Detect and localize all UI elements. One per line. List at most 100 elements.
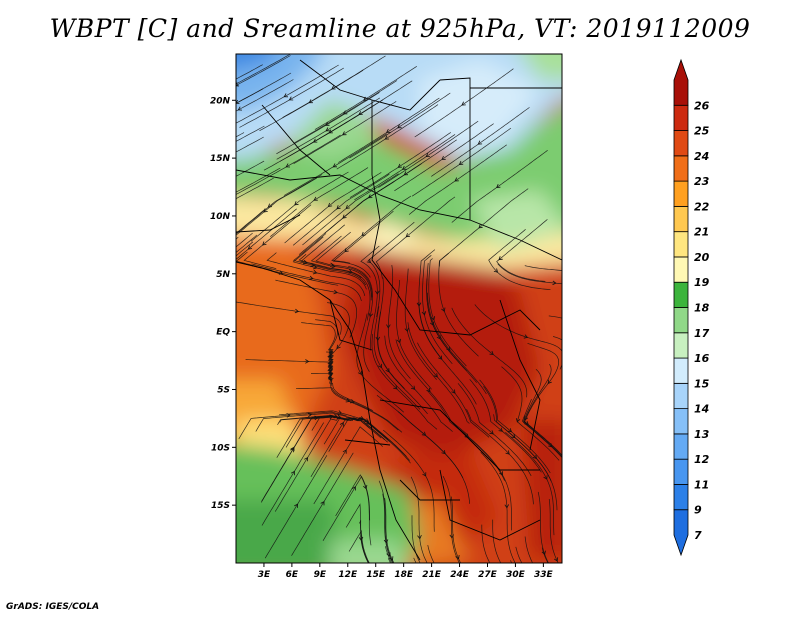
streamline (315, 231, 373, 298)
streamline-arrow (478, 224, 483, 229)
streamline-arrow (489, 350, 494, 355)
streamline (279, 415, 388, 443)
streamline-arrow (337, 414, 342, 420)
streamline (354, 134, 456, 201)
y-tick-label: 15N (210, 154, 231, 164)
streamline (360, 245, 380, 351)
streamline-arrow (385, 368, 390, 373)
streamline (375, 196, 456, 279)
streamline (275, 279, 358, 338)
streamline (492, 519, 502, 563)
colorbar-swatch (673, 256, 689, 283)
streamline (459, 429, 512, 531)
streamline (422, 255, 453, 365)
streamline (236, 125, 265, 142)
streamline (270, 167, 369, 237)
colorbar-label: 19 (694, 276, 710, 289)
streamline (236, 79, 294, 112)
streamline (548, 498, 559, 563)
streamline (523, 363, 562, 459)
colorbar-label: 16 (694, 352, 710, 365)
streamline (541, 547, 549, 563)
streamline-arrow (325, 127, 330, 132)
streamline (278, 410, 390, 442)
streamline (358, 519, 370, 563)
streamline (510, 560, 513, 563)
streamline-arrow (283, 93, 289, 98)
colorbar-label: 24 (694, 150, 709, 163)
streamline-arrow (236, 99, 240, 104)
chart-title: WBPT [C] and Sreamline at 925hPa, VT: 20… (49, 14, 751, 43)
x-tick-label: 24E (450, 570, 470, 580)
streamline-arrow (552, 280, 557, 286)
streamline-arrow (421, 431, 427, 436)
streamline (348, 529, 370, 563)
colorbar-label: 7 (694, 529, 702, 542)
streamline (537, 491, 549, 563)
x-tick-label: 3E (258, 570, 271, 580)
colorbar-label: 15 (694, 377, 710, 390)
streamline-arrow (342, 131, 347, 136)
y-tick-label: 5N (216, 270, 230, 280)
colorbar: 7 9 11 12 13 14 15 16 17 18 19 20 21 22 23 24 25 26 (673, 58, 710, 557)
streamline (413, 557, 417, 563)
colorbar-swatch (673, 307, 689, 334)
colorbar-swatch (673, 458, 689, 485)
streamline (264, 455, 328, 559)
streamline-arrow (351, 486, 356, 491)
streamline (284, 172, 382, 244)
streamline (501, 366, 560, 461)
streamline-arrow (393, 385, 398, 390)
streamline-arrow (332, 163, 337, 168)
streamline (236, 232, 253, 248)
streamline-arrow (378, 363, 382, 369)
colorbar-swatch (673, 155, 689, 182)
streamline-arrow (337, 410, 343, 415)
streamline (310, 235, 372, 301)
streamline-arrow (313, 196, 318, 201)
colorbar-swatch (673, 104, 689, 131)
streamline (553, 336, 562, 341)
x-axis: 3E 6E 9E 12E 15E 18E 21E 24E 27E 30E 33E (258, 563, 554, 580)
streamline (313, 426, 383, 505)
y-tick-label: 5S (217, 385, 230, 395)
streamline-arrow (553, 557, 559, 562)
streamline-arrow (305, 359, 310, 364)
streamline (450, 496, 462, 563)
colorbar-label: 23 (694, 175, 710, 188)
colorbar-swatch (673, 433, 689, 460)
streamlines (236, 54, 562, 563)
colorbar-label: 13 (694, 428, 710, 441)
streamline-arrow (458, 160, 464, 165)
streamline (238, 411, 347, 440)
x-tick-label: 18E (394, 570, 414, 580)
colorbar-swatch (673, 281, 689, 308)
streamline (336, 104, 439, 170)
streamline-arrow (366, 258, 372, 263)
streamline (466, 408, 534, 505)
streamline (236, 54, 290, 85)
streamline (469, 379, 542, 473)
colorbar-swatch (673, 332, 689, 359)
streamline (426, 278, 477, 383)
streamline (291, 452, 354, 556)
streamline-arrow (417, 535, 422, 540)
x-tick-label: 30E (506, 570, 526, 580)
streamline (294, 80, 398, 144)
streamline (276, 97, 380, 160)
streamline-arrow (345, 204, 350, 210)
streamline-arrow (304, 456, 308, 462)
x-tick-label: 27E (478, 570, 498, 580)
streamline (295, 387, 403, 433)
streamline (236, 134, 341, 195)
streamline-arrow (505, 450, 510, 455)
streamline (236, 177, 317, 236)
streamline-arrow (320, 501, 325, 506)
streamline (479, 379, 551, 474)
x-tick-label: 6E (286, 570, 299, 580)
streamline-arrow (430, 316, 436, 321)
streamline (292, 233, 367, 286)
streamline-arrow (477, 140, 483, 145)
streamline (523, 421, 562, 457)
